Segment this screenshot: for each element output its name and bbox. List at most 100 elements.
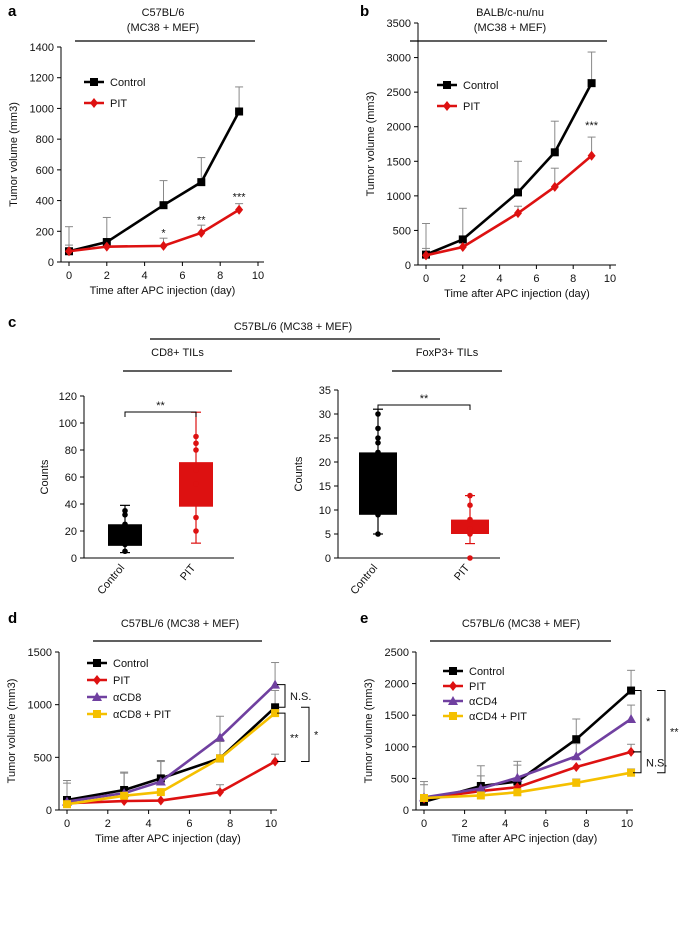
data-point	[422, 250, 430, 261]
data-point	[193, 440, 199, 447]
y-tick-label: 600	[36, 165, 54, 177]
data-point	[572, 735, 581, 744]
y-tick-label: 0	[403, 805, 409, 817]
data-point	[193, 467, 199, 474]
data-point	[467, 555, 473, 561]
panel-header: C57BL/6 (MC38 + MEF)	[121, 618, 239, 630]
y-tick-label: 10	[319, 505, 331, 517]
x-tick-label: 4	[142, 270, 148, 282]
data-point	[63, 800, 71, 809]
panel-header: C57BL/6	[142, 7, 185, 19]
legend-label: PIT	[463, 101, 480, 113]
panel-label: b	[360, 3, 369, 20]
y-tick-label: 0	[71, 553, 77, 565]
significance-label: *	[161, 228, 166, 240]
data-point	[122, 541, 128, 548]
legend-label: PIT	[469, 681, 486, 693]
data-point	[476, 791, 485, 800]
legend-label: αCD8 + PIT	[113, 709, 171, 721]
panel-label: c	[8, 314, 16, 331]
y-tick-label: 400	[36, 196, 54, 208]
x-tick-label: 10	[265, 818, 277, 830]
panel-header: BALB/c-nu/nu	[476, 7, 544, 19]
box-Control	[108, 524, 142, 546]
data-point	[122, 548, 128, 555]
series-line-Control	[68, 110, 241, 253]
y-tick-label: 500	[391, 773, 409, 785]
legend-label: αCD4	[469, 696, 497, 708]
data-point	[156, 795, 165, 806]
y-tick-label: 500	[393, 225, 411, 237]
y-tick-label: 100	[59, 418, 77, 430]
data-point	[193, 447, 199, 453]
y-tick-label: 2500	[385, 647, 409, 659]
data-point	[458, 242, 467, 253]
data-point	[458, 235, 467, 244]
data-point	[271, 709, 280, 718]
y-tick-label: 1000	[387, 191, 411, 203]
data-point	[375, 411, 381, 417]
x-tick-label: 2	[104, 270, 110, 282]
x-category-label: PIT	[452, 562, 472, 583]
y-tick-label: 35	[319, 385, 331, 397]
panel-d: d C57BL/6 (MC38 + MEF) 0 500 1000 1500 0 2 4 6 8 10…	[6, 610, 319, 845]
significance-bracket	[301, 706, 310, 763]
data-point	[375, 512, 381, 518]
x-tick-label: 10	[621, 818, 633, 830]
panel-label: e	[360, 610, 368, 627]
series-line-Control	[425, 82, 593, 256]
x-tick-label: 4	[497, 273, 503, 285]
significance-label: ***	[585, 120, 599, 132]
y-tick-label: 40	[65, 499, 77, 511]
significance-bracket	[377, 404, 471, 410]
data-point	[550, 148, 559, 157]
x-tick-label: 8	[583, 818, 589, 830]
data-point	[420, 793, 428, 802]
y-tick-label: 2000	[387, 122, 411, 134]
significance-label: **	[290, 732, 299, 744]
data-point	[375, 449, 381, 456]
legend-label: PIT	[110, 98, 127, 110]
data-point	[375, 425, 381, 432]
x-category-label: PIT	[178, 562, 198, 583]
y-tick-label: 20	[65, 526, 77, 538]
significance-bracket	[277, 684, 286, 708]
significance-bracket	[124, 411, 197, 417]
legend-marker	[449, 667, 457, 675]
data-point	[467, 492, 473, 499]
panel-label: d	[8, 610, 17, 627]
panel-header: (MC38 + MEF)	[474, 22, 546, 34]
y-tick-label: 80	[65, 445, 77, 457]
panel-c-right: 0 5 10 15 20 25 30 35 FoxP3+ TILs Counts Control PI…	[293, 347, 502, 597]
x-tick-label: 0	[64, 818, 70, 830]
panel-a: a C57BL/6 (MC38 + MEF) 0 200 400 600 800 1000 120…	[8, 3, 264, 297]
y-tick-label: 120	[59, 391, 77, 403]
legend-marker	[90, 78, 98, 86]
data-point	[216, 754, 224, 763]
y-tick-label: 2500	[387, 87, 411, 99]
y-axis-label: Tumor volume (mm3)	[363, 679, 375, 784]
data-point	[235, 204, 244, 215]
y-tick-label: 30	[319, 409, 331, 421]
data-point	[122, 528, 128, 534]
data-point	[122, 507, 128, 514]
x-tick-label: 0	[66, 270, 72, 282]
x-tick-label: 6	[543, 818, 549, 830]
y-tick-label: 1500	[387, 156, 411, 168]
legend-marker	[448, 696, 458, 705]
data-point	[627, 768, 636, 777]
data-point	[193, 514, 199, 521]
data-point	[467, 531, 473, 537]
y-tick-label: 5	[325, 529, 331, 541]
legend-label: Control	[469, 666, 504, 678]
data-point	[122, 512, 128, 518]
significance-label: **	[197, 215, 206, 227]
data-point	[197, 227, 206, 238]
y-tick-label: 0	[325, 553, 331, 565]
y-tick-label: 1500	[28, 647, 52, 659]
legend-label: Control	[110, 77, 145, 89]
x-tick-label: 8	[227, 818, 233, 830]
data-point	[475, 783, 486, 793]
y-tick-label: 1000	[385, 742, 409, 754]
